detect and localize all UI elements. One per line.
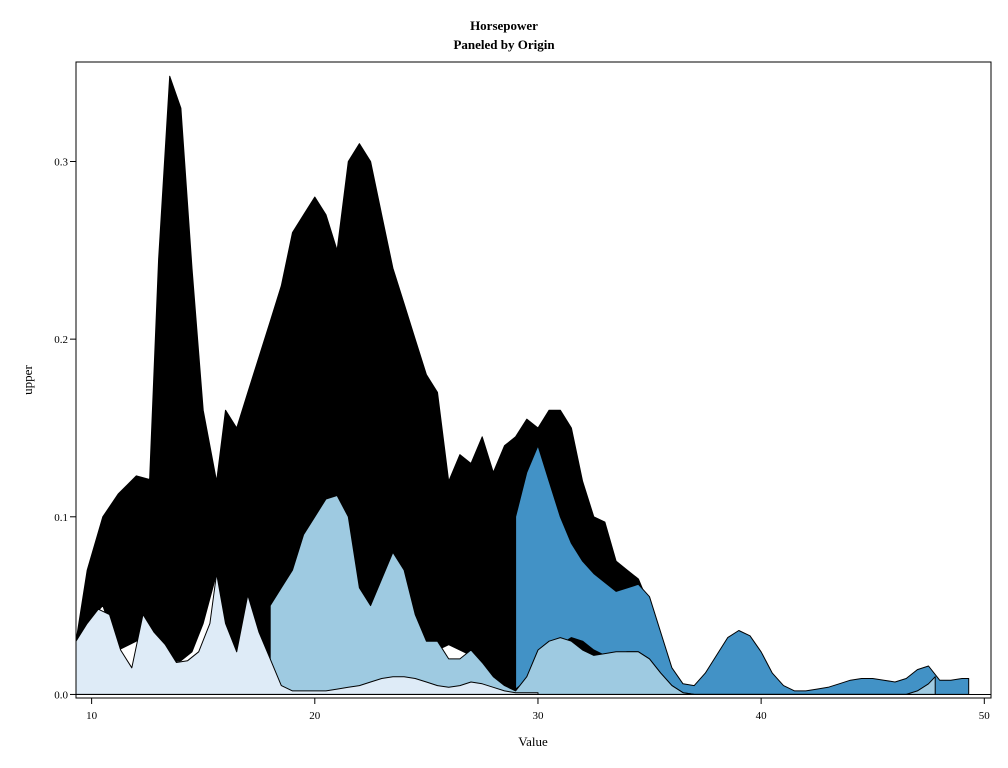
x-tick-label: 20	[309, 710, 321, 722]
plot-frame	[75, 61, 992, 699]
y-tick-label: 0.2	[54, 334, 68, 346]
x-tick-label: 40	[756, 710, 768, 722]
series-layer	[76, 75, 991, 695]
y-tick-label: 0.0	[54, 689, 68, 701]
y-axis: 0.0 0.1 0.2 0.3	[54, 156, 76, 701]
x-tick-label: 10	[86, 710, 98, 722]
y-tick-label: 0.1	[54, 512, 68, 524]
x-axis-label: Value	[518, 734, 548, 749]
y-axis-label: upper	[20, 365, 35, 395]
x-tick-label: 30	[532, 710, 544, 722]
x-tick-label: 50	[979, 710, 991, 722]
chart-subtitle: Paneled by Origin	[453, 37, 555, 52]
x-axis: 10 20 30 40 50	[86, 698, 990, 722]
chart-title: Horsepower	[470, 18, 538, 33]
y-tick-label: 0.3	[54, 156, 68, 168]
